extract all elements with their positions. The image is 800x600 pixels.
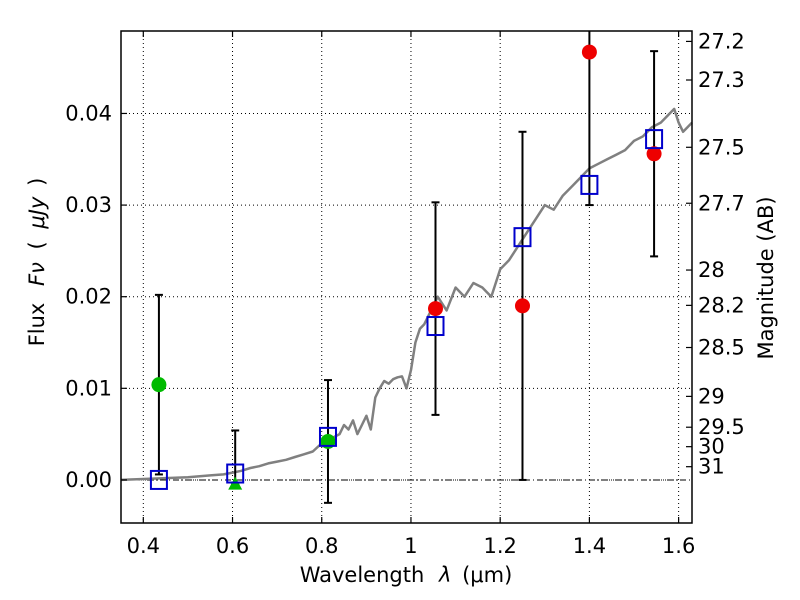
y-axis-ticks: 0.00 0.01 0.02 0.03 0.04 bbox=[65, 101, 127, 492]
model-point-marker bbox=[513, 227, 532, 248]
data-markers bbox=[149, 44, 664, 490]
right-tick-label: 27.2 bbox=[698, 29, 745, 53]
x-tick-label: 0.4 bbox=[127, 534, 160, 558]
red-point-marker bbox=[646, 146, 662, 162]
right-tick-label: 29.5 bbox=[698, 415, 745, 439]
y-tick-label: 0.03 bbox=[65, 193, 112, 217]
right-tick-label: 27.3 bbox=[698, 68, 745, 92]
right-tick-label: 28.2 bbox=[698, 293, 745, 317]
x-tick-label: 0.8 bbox=[305, 534, 338, 558]
x-tick-label: 1 bbox=[404, 534, 417, 558]
right-axis-title: Magnitude (AB) bbox=[754, 196, 778, 359]
x-tick-label: 0.6 bbox=[216, 534, 249, 558]
x-tick-label: 1.2 bbox=[483, 534, 516, 558]
x-axis-ticks: 0.4 0.6 0.8 1 1.2 1.4 1.6 bbox=[127, 31, 695, 558]
red-point-marker bbox=[427, 301, 443, 317]
right-tick-label: 27.7 bbox=[698, 191, 745, 215]
y-tick-label: 0.02 bbox=[65, 285, 112, 309]
x-axis-title: Wavelength λ (μm) bbox=[300, 563, 513, 587]
right-tick-label: 31 bbox=[698, 455, 725, 479]
model-sed-layer bbox=[120, 107, 693, 482]
model-point-marker bbox=[645, 129, 664, 150]
plot-border bbox=[120, 30, 693, 524]
model-point-marker bbox=[426, 316, 445, 337]
y-tick-label: 0.01 bbox=[65, 376, 112, 400]
x-tick-label: 1.4 bbox=[573, 534, 606, 558]
model-point-marker bbox=[226, 463, 245, 484]
y-tick-label: 0.04 bbox=[65, 101, 112, 125]
right-tick-label: 29 bbox=[698, 384, 725, 408]
right-tick-label: 28.5 bbox=[698, 336, 745, 360]
right-tick-label: 28 bbox=[698, 258, 725, 282]
error-bars bbox=[154, 31, 659, 504]
right-tick-label: 30 bbox=[698, 435, 725, 459]
y-axis-title: Flux Fν ( μJy ) bbox=[25, 178, 49, 347]
red-point-marker bbox=[581, 44, 597, 60]
model-point-marker bbox=[580, 174, 599, 195]
red-point-marker bbox=[514, 298, 530, 314]
grid bbox=[121, 31, 692, 523]
green-point-marker bbox=[151, 377, 167, 393]
model-point-marker bbox=[149, 469, 168, 490]
model-sed-line bbox=[120, 107, 693, 482]
plot-frame bbox=[120, 30, 693, 524]
x-tick-label: 1.6 bbox=[662, 534, 695, 558]
y-tick-label: 0.00 bbox=[65, 468, 112, 492]
right-tick-label: 27.5 bbox=[698, 135, 745, 159]
model-point-marker bbox=[318, 426, 337, 447]
